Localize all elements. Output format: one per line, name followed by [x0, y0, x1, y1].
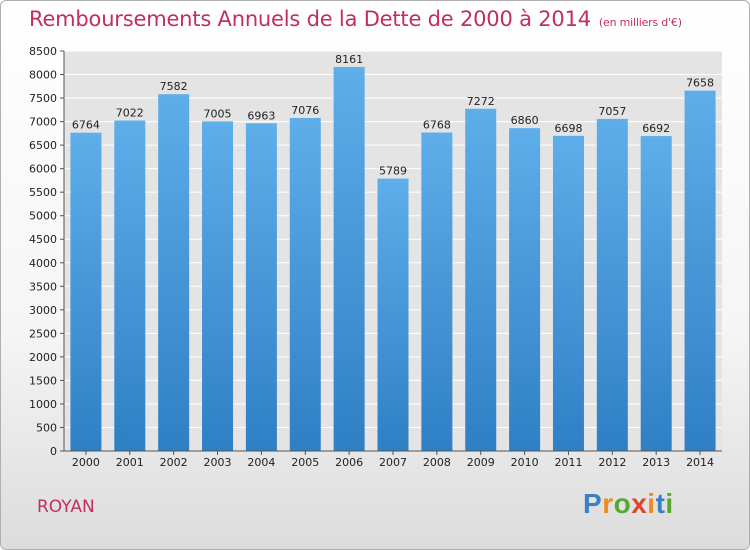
x-tick-label-2007: 2007 — [379, 456, 407, 469]
chart-title: Remboursements Annuels de la Dette de 20… — [29, 7, 682, 31]
logo-letter: i — [665, 488, 674, 519]
bar-2013 — [640, 136, 672, 452]
x-tick-label-2002: 2002 — [160, 456, 188, 469]
y-tick-label: 1500 — [29, 374, 57, 387]
y-tick-label: 2000 — [29, 351, 57, 364]
value-label-2004: 6963 — [247, 109, 275, 122]
value-label-2009: 7272 — [467, 95, 495, 108]
y-tick-label: 5000 — [29, 210, 57, 223]
x-tick-label-2005: 2005 — [291, 456, 319, 469]
chart-unit: (en milliers d'€) — [598, 16, 682, 29]
logo-letter: t — [655, 488, 666, 519]
bar-2011 — [552, 135, 584, 452]
logo-letter: r — [602, 488, 614, 519]
bar-2008 — [421, 132, 453, 451]
bar-2000 — [70, 132, 102, 451]
bar-2005 — [289, 118, 321, 451]
x-tick-label-2006: 2006 — [335, 456, 363, 469]
bar-2006 — [333, 66, 365, 451]
y-tick-label: 5500 — [29, 186, 57, 199]
bar-2010 — [509, 128, 541, 452]
y-tick-label: 7500 — [29, 92, 57, 105]
bar-2001 — [114, 120, 146, 451]
y-tick-label: 3500 — [29, 280, 57, 293]
x-tick-label-2001: 2001 — [116, 456, 144, 469]
y-tick-label: 7000 — [29, 116, 57, 129]
y-tick-label: 6500 — [29, 139, 57, 152]
y-tick-label: 500 — [36, 421, 57, 434]
y-tick-label: 1000 — [29, 398, 57, 411]
value-label-2005: 7076 — [291, 104, 319, 117]
value-labels: 6764 7022 7582 7005 6963 7076 8161 5789 6768 7272… — [72, 53, 714, 178]
x-tick-label-2003: 2003 — [204, 456, 232, 469]
bars-group — [70, 66, 716, 452]
value-label-2013: 6692 — [642, 122, 670, 135]
bar-2014 — [684, 90, 716, 451]
x-tick-label-2011: 2011 — [554, 456, 582, 469]
y-tick-label: 8000 — [29, 69, 57, 82]
bar-2012 — [596, 118, 628, 451]
city-name: ROYAN — [37, 497, 95, 517]
y-tick-label: 6000 — [29, 163, 57, 176]
value-label-2001: 7022 — [116, 107, 144, 120]
logo-letter: x — [631, 488, 648, 519]
value-label-2000: 6764 — [72, 119, 100, 132]
value-label-2007: 5789 — [379, 165, 407, 178]
y-tick-label: 3000 — [29, 304, 57, 317]
bar-2004 — [245, 123, 277, 452]
y-tick-label: 4000 — [29, 257, 57, 270]
value-label-2010: 6860 — [511, 114, 539, 127]
value-label-2011: 6698 — [554, 122, 582, 135]
y-tick-label: 8500 — [29, 45, 57, 58]
y-tick-label: 4500 — [29, 233, 57, 246]
proxiti-logo: Proxiti — [583, 488, 674, 520]
bar-2007 — [377, 178, 409, 451]
x-tick-label-2014: 2014 — [686, 456, 714, 469]
value-label-2002: 7582 — [160, 80, 188, 93]
bar-2009 — [465, 108, 497, 451]
y-axis-ticks: 0 500 1000 1500 2000 2500 3000 3500 4000 4500 5000… — [29, 45, 64, 458]
x-tick-label-2012: 2012 — [598, 456, 626, 469]
bar-2003 — [202, 121, 234, 452]
chart-title-text: Remboursements Annuels de la Dette de 20… — [29, 7, 591, 31]
value-label-2003: 7005 — [204, 107, 232, 120]
value-label-2012: 7057 — [598, 105, 626, 118]
value-label-2008: 6768 — [423, 119, 451, 132]
x-tick-label-2010: 2010 — [511, 456, 539, 469]
x-tick-label-2000: 2000 — [72, 456, 100, 469]
y-tick-label: 0 — [50, 445, 57, 458]
x-tick-label-2004: 2004 — [247, 456, 275, 469]
x-tick-label-2008: 2008 — [423, 456, 451, 469]
logo-letter: i — [647, 488, 656, 519]
logo-letter: P — [583, 488, 603, 519]
value-label-2006: 8161 — [335, 53, 363, 66]
x-tick-label-2009: 2009 — [467, 456, 495, 469]
y-tick-label: 2500 — [29, 327, 57, 340]
value-label-2014: 7658 — [686, 77, 714, 90]
bar-2002 — [158, 94, 190, 451]
logo-letter: o — [613, 488, 632, 519]
x-tick-label-2013: 2013 — [642, 456, 670, 469]
x-axis-ticks: 2000 2001 2002 2003 2004 2005 2006 2007 2008 2009… — [72, 451, 714, 469]
